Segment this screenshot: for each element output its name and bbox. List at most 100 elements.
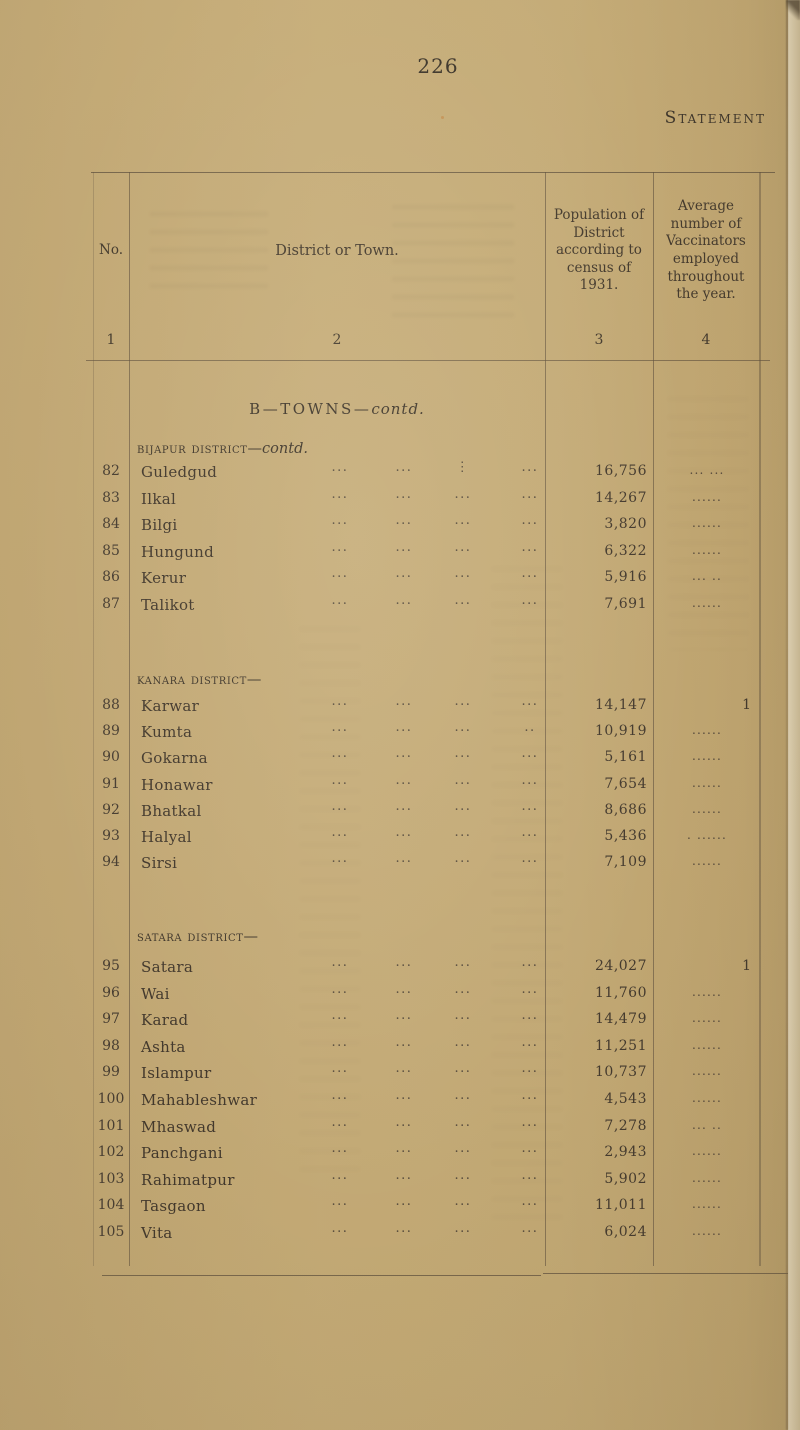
dot-leader: ... <box>521 825 539 840</box>
dot-leader: ... <box>395 486 413 502</box>
dot-leader: ... <box>395 1061 413 1077</box>
column-header-no: No. <box>99 242 123 259</box>
population-value: 3,820 <box>604 516 647 533</box>
dot-leader: ... <box>331 1034 349 1050</box>
town-name: Ashta <box>141 1037 186 1056</box>
dot-leader: ... <box>395 720 413 736</box>
table-row: 86 Kerur............ 5,916 ... .. <box>93 566 759 589</box>
dot-leader: ... <box>331 694 349 709</box>
table-row: 84 Bilgi............ 3,820...... <box>93 513 759 536</box>
vaccinators-value: ...... <box>691 1064 723 1079</box>
table-row: 94 Sirsi............ 7,109...... <box>93 851 759 874</box>
district-name: Bijapur District <box>137 441 248 457</box>
column-number-2: 2 <box>332 332 342 348</box>
table-bottom-border-right <box>543 1273 788 1274</box>
population-value: 4,543 <box>604 1091 647 1107</box>
table-row: 91 Honawar............ 7,654...... <box>93 772 759 796</box>
dot-leader: ... <box>331 593 349 608</box>
dot-leader: ... <box>521 798 539 814</box>
dot-leader: ... <box>521 1034 539 1050</box>
vaccinators-value: ...... <box>691 1170 723 1185</box>
town-name: Rahimatpur <box>141 1170 235 1189</box>
population-value: 5,436 <box>604 828 647 844</box>
dot-leader: ... <box>521 1088 539 1103</box>
district-group-heading: Satara District— <box>137 929 258 945</box>
table-row: 104 Tasgaon............ 11,011...... <box>93 1194 759 1217</box>
table-row: 101 Mhaswad............ 7,278 ... .. <box>93 1114 759 1138</box>
town-name: Mhaswad <box>141 1117 217 1136</box>
vaccinators-value: ...... <box>691 542 723 557</box>
table-row: 96 Wai............ 11,760...... <box>93 982 759 1005</box>
dot-leader: ... <box>331 1167 349 1183</box>
dot-leader: ... <box>454 1034 472 1050</box>
town-name: Bilgi <box>141 516 178 535</box>
dot-leader: ... <box>331 1008 349 1024</box>
vaccinators-value: ...... <box>691 749 723 764</box>
column-header-vaccinators: Average number of Vaccinators employed t… <box>666 198 746 303</box>
dot-leader: ... <box>331 720 349 736</box>
dot-leader: ... <box>454 1061 472 1077</box>
dot-leader: ... <box>521 1061 539 1077</box>
town-name: Talikot <box>141 596 195 614</box>
town-name: Bhatkal <box>141 801 202 820</box>
dot-leader: .. <box>524 720 536 736</box>
row-number: 105 <box>97 1224 125 1240</box>
vaccinators-value: ... .. <box>691 569 723 584</box>
dot-leader: ... <box>454 825 472 840</box>
dot-leader: ... <box>521 772 539 788</box>
table-row: 88 Karwar............ 14,147 1 <box>93 694 759 717</box>
column-number-4: 4 <box>701 332 711 348</box>
dot-leader: ... <box>331 539 349 555</box>
dot-leader: ... <box>454 851 472 867</box>
table-right-border <box>759 172 761 1266</box>
town-name: Ilkal <box>141 489 177 508</box>
vaccinators-value: ...... <box>691 1144 723 1159</box>
dot-leader: ... <box>331 1061 349 1077</box>
dot-leader: ... <box>454 798 472 814</box>
vaccinators-value: ...... <box>691 1037 723 1052</box>
vaccinators-value: 1 <box>742 958 751 974</box>
population-value: 2,943 <box>604 1144 647 1161</box>
vaccinators-value: ...... <box>691 801 723 816</box>
town-name: Kerur <box>141 569 187 588</box>
town-name: Guledgud <box>141 463 218 481</box>
table-row: 95 Satara............ 24,027 1 <box>93 955 759 978</box>
population-value: 11,251 <box>595 1037 647 1054</box>
dot-leader: ... <box>454 772 472 788</box>
dot-leader: ... <box>454 1008 472 1024</box>
table-row: 98 Ashta............ 11,251...... <box>93 1034 759 1058</box>
population-value: 14,267 <box>595 489 647 506</box>
dot-leader: ... <box>454 955 472 970</box>
town-name: Tasgaon <box>141 1197 206 1216</box>
binding-corner-mark <box>786 0 800 20</box>
dot-leader: ... <box>331 851 349 867</box>
heading-dash: — <box>243 929 259 945</box>
town-name: Karwar <box>141 697 200 715</box>
row-number: 95 <box>102 958 120 974</box>
dot-leader: ... <box>395 955 413 970</box>
dot-leader: ... <box>454 694 472 709</box>
dot-leader: ... <box>521 694 539 709</box>
dot-leader: ... <box>395 746 413 762</box>
table-row: 105 Vita............ 6,024...... <box>93 1221 759 1244</box>
dot-leader: ... <box>395 1167 413 1183</box>
dot-leader: ... <box>395 460 413 475</box>
table-top-border <box>91 172 775 173</box>
heading-dash: — <box>247 441 263 457</box>
vaccinators-value: ... .. <box>691 1117 723 1132</box>
population-value: 5,902 <box>604 1170 647 1187</box>
dot-leader: ... <box>395 1088 413 1103</box>
population-value: 7,654 <box>604 775 647 792</box>
dot-leader: ... <box>521 1194 539 1210</box>
dot-leader: ... <box>521 851 539 867</box>
row-number: 101 <box>97 1117 125 1134</box>
column-number-1: 1 <box>106 332 116 348</box>
dot-leader: ... <box>521 1008 539 1024</box>
dot-leader: ... <box>395 1114 413 1130</box>
row-number: 99 <box>102 1064 120 1081</box>
dot-leader: ... <box>521 1141 539 1157</box>
dot-leader: ... <box>395 1008 413 1024</box>
row-number: 88 <box>102 697 120 713</box>
town-name: Wai <box>141 984 170 1003</box>
row-number: 89 <box>102 723 120 740</box>
